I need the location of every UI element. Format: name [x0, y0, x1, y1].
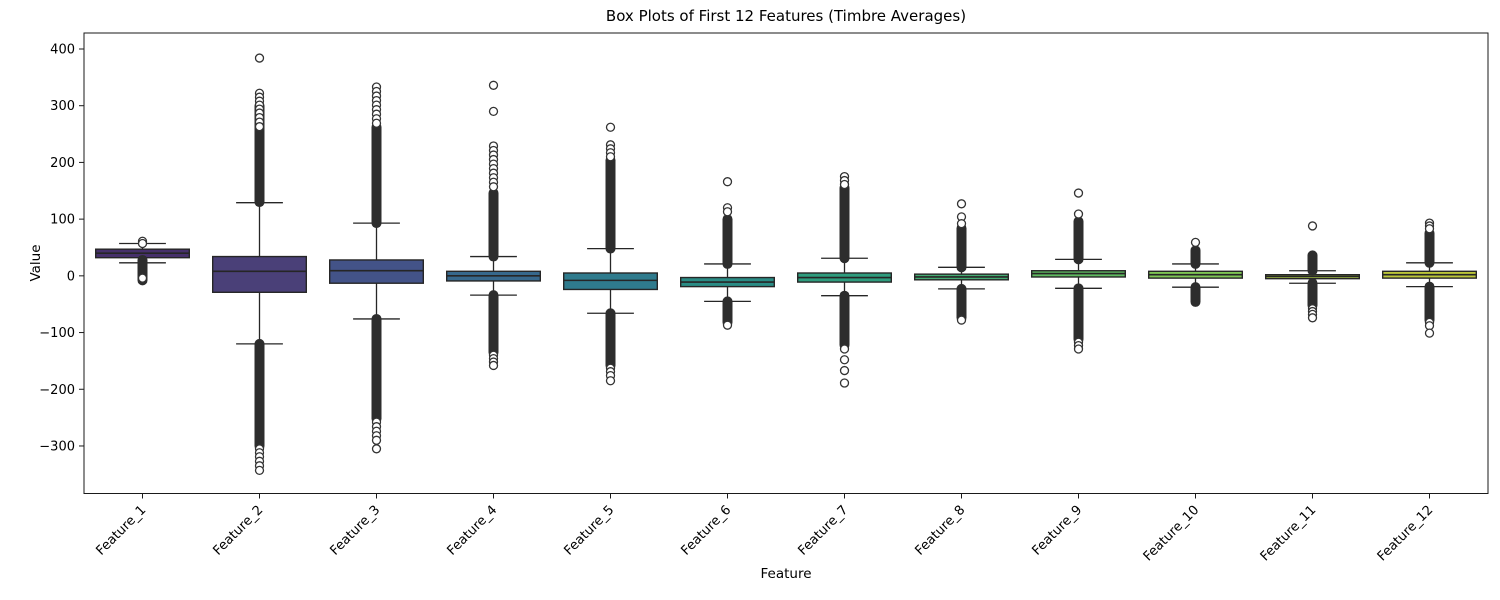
x-tick-label: Feature_11 — [1258, 503, 1320, 565]
box-feature_5 — [563, 272, 659, 291]
y-tick-label: −300 — [39, 439, 75, 454]
y-tick-label: 0 — [67, 269, 75, 284]
outlier-circle — [137, 238, 148, 249]
x-tick-label: Feature_3 — [328, 503, 384, 559]
y-tick-label: 200 — [50, 156, 75, 171]
box-feature_2 — [211, 255, 307, 293]
outlier-circle — [254, 122, 265, 132]
outlier-circle — [488, 80, 499, 90]
outlier-circle — [1073, 188, 1084, 198]
outlier-circle — [839, 179, 850, 190]
outlier-circle — [722, 320, 733, 330]
outlier-circle — [956, 199, 967, 209]
outlier-circle — [1307, 313, 1318, 323]
x-tick-label: Feature_4 — [445, 503, 501, 559]
x-tick-label: Feature_2 — [211, 503, 267, 559]
x-tick-label: Feature_10 — [1141, 503, 1203, 565]
outlier-circle — [371, 435, 382, 445]
outlier-circle — [254, 53, 265, 63]
x-axis-label: Feature — [760, 566, 812, 582]
y-tick-label: 100 — [50, 213, 75, 228]
plot-frame — [83, 32, 1489, 494]
outlier-circle — [371, 444, 382, 454]
outlier-circle — [254, 465, 265, 476]
outlier-circle — [1424, 328, 1435, 338]
x-tick-label: Feature_8 — [913, 503, 969, 559]
outlier-circle — [137, 273, 148, 283]
outlier-circle — [1073, 344, 1084, 354]
outlier-circle — [956, 219, 967, 229]
outlier-circle — [839, 365, 850, 376]
x-tick-label: Feature_5 — [562, 503, 618, 559]
outlier-circle — [956, 315, 967, 325]
outlier-circle — [605, 376, 616, 386]
outlier-circle — [1073, 209, 1084, 219]
chart-title: Box Plots of First 12 Features (Timbre A… — [605, 7, 967, 25]
outlier-circle — [722, 177, 733, 187]
x-tick-label: Feature_12 — [1375, 503, 1437, 565]
outlier-circle — [605, 152, 616, 162]
outlier-circle — [605, 122, 616, 132]
outlier-circle — [1190, 237, 1201, 248]
outlier-circle — [488, 182, 499, 192]
x-tick-label: Feature_6 — [679, 503, 735, 559]
outlier-circle — [371, 118, 382, 128]
x-tick-label: Feature_9 — [1030, 503, 1086, 559]
outlier-circle — [1307, 221, 1318, 231]
y-tick-label: 400 — [50, 42, 75, 57]
outlier-circle — [488, 360, 499, 371]
y-tick-label: −100 — [39, 326, 75, 341]
y-tick-label: −200 — [39, 383, 75, 398]
outlier-circle — [1424, 224, 1435, 234]
y-tick-label: 300 — [50, 99, 75, 114]
box-feature_3 — [329, 259, 425, 284]
y-axis-label: Value — [28, 244, 44, 282]
x-tick-label: Feature_7 — [796, 503, 852, 559]
outlier-circle — [722, 207, 733, 217]
outlier-circle — [839, 344, 850, 354]
outlier-circle — [839, 378, 850, 388]
outlier-circle — [839, 355, 850, 365]
x-tick-label: Feature_1 — [94, 503, 150, 559]
outlier-circle — [488, 106, 499, 117]
